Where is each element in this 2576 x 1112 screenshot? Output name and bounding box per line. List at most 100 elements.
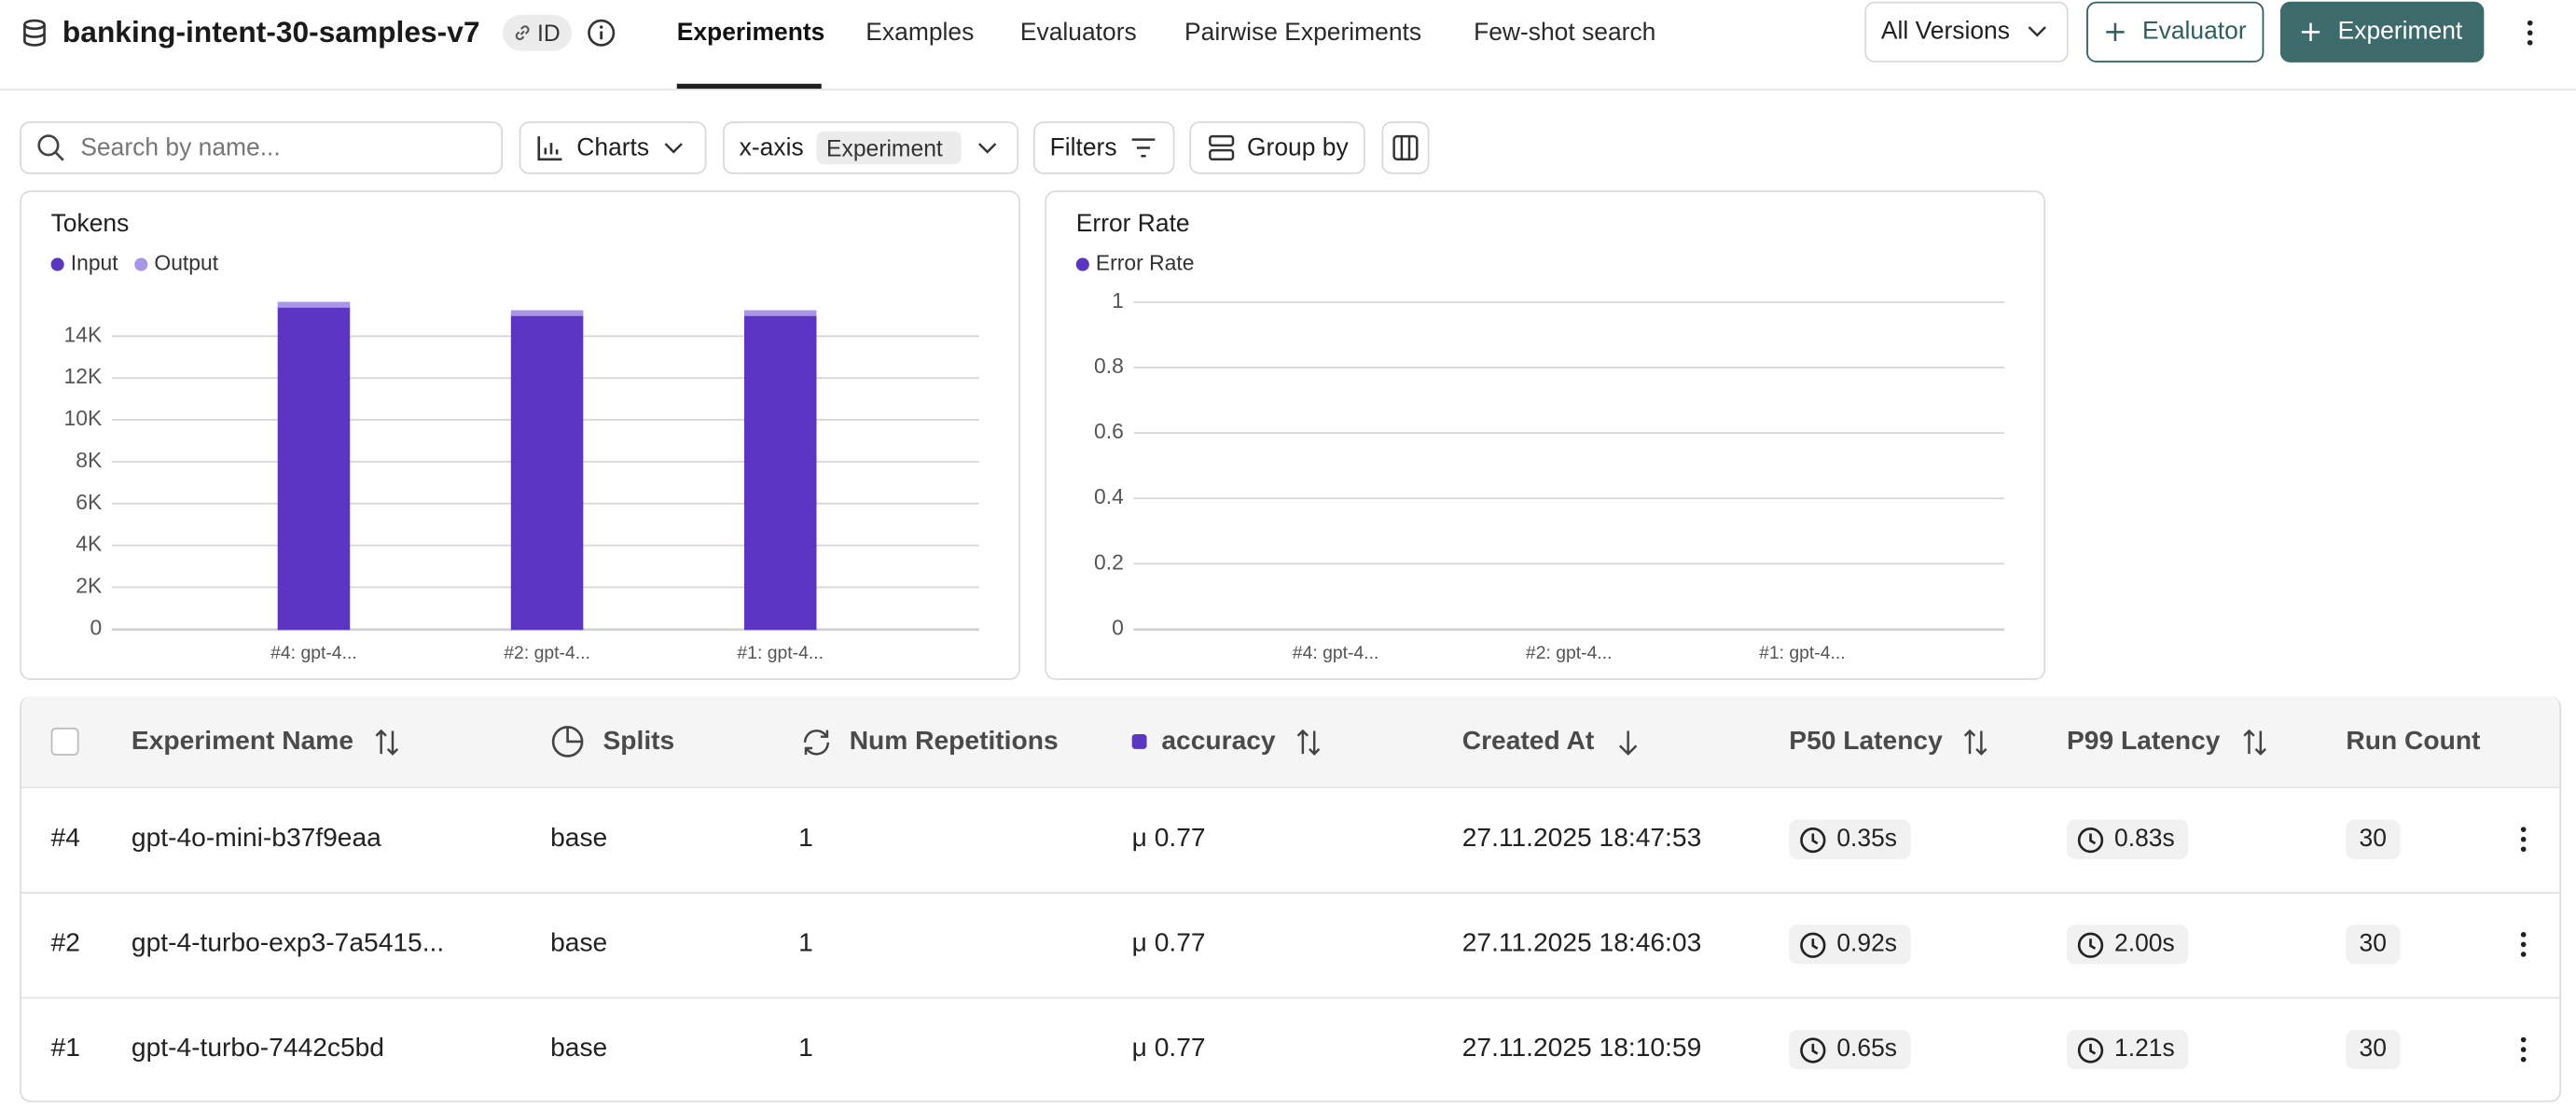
x-axis-value: Experiment <box>826 134 943 161</box>
chevron <box>664 143 683 154</box>
latency-value: 0.65s <box>1836 1035 1898 1063</box>
more-menu[interactable] <box>2524 17 2537 49</box>
cell: base <box>550 1035 608 1063</box>
column-header: Splits <box>602 727 675 756</box>
chart-title: Error Rate <box>1076 209 1190 237</box>
id-badge[interactable] <box>503 14 573 51</box>
column-header[interactable]: P50 Latency <box>1789 727 1943 756</box>
cell: base <box>550 824 608 853</box>
cell: 27.11.2025 18:10:59 <box>1461 1035 1702 1063</box>
chevron <box>2028 26 2046 37</box>
run-count-pill: 30 <box>2346 924 2401 965</box>
x-tick-label: #1: gpt-4... <box>737 643 824 663</box>
sort-icon[interactable] <box>373 728 401 758</box>
select-all-checkbox[interactable] <box>50 727 79 756</box>
latency-pill: 1.21s <box>2066 1029 2188 1070</box>
run-count-pill: 30 <box>2346 1029 2401 1070</box>
run-count-pill: 30 <box>2346 819 2401 859</box>
experiment-name[interactable]: gpt-4-turbo-exp3-7a5415... <box>131 929 445 958</box>
legend-label: Output <box>154 251 218 275</box>
legend-label: Error Rate <box>1096 251 1195 275</box>
sort-icon[interactable] <box>2241 728 2269 758</box>
run-count: 30 <box>2359 1035 2387 1063</box>
sort-icon[interactable] <box>1295 728 1323 758</box>
cell: base <box>550 929 608 958</box>
column-header[interactable]: P99 Latency <box>2066 727 2221 756</box>
plus-icon <box>2106 22 2125 42</box>
x-axis-select[interactable] <box>723 121 1019 174</box>
row-menu[interactable] <box>2517 928 2530 961</box>
filter-icon <box>1131 138 1156 158</box>
info-icon[interactable] <box>587 18 616 48</box>
latency-value: 2.00s <box>2114 929 2175 958</box>
sort-icon[interactable] <box>1961 728 1989 758</box>
x-axis-pill <box>816 131 962 165</box>
version-label: All Versions <box>1880 17 2010 46</box>
experiment-name[interactable]: gpt-4-turbo-7442c5bd <box>131 1035 384 1063</box>
tab[interactable]: Evaluators <box>1019 19 1137 48</box>
clock-icon <box>1800 1036 1826 1063</box>
y-tick-label: 0 <box>90 615 102 639</box>
active-tab-underline <box>676 83 822 90</box>
sort-desc-icon[interactable] <box>1616 728 1640 758</box>
bar <box>277 301 351 308</box>
accuracy-swatch <box>1131 734 1147 749</box>
link-icon <box>515 25 530 41</box>
group-by-button[interactable] <box>1189 121 1365 174</box>
tab[interactable]: Examples <box>866 19 975 48</box>
chart-icon <box>537 136 562 161</box>
clock-icon <box>2077 931 2104 958</box>
column-header[interactable]: Created At <box>1461 727 1595 756</box>
tab[interactable]: Few-shot search <box>1474 19 1656 48</box>
cell: #4 <box>50 824 80 853</box>
cell: μ 0.77 <box>1131 1035 1206 1063</box>
button-label: Experiment <box>2337 17 2463 46</box>
experiment-name[interactable]: gpt-4o-mini-b37f9eaa <box>131 824 381 853</box>
group-by-label: Group by <box>1246 133 1349 162</box>
row-menu[interactable] <box>2517 1033 2530 1065</box>
chevron <box>977 143 997 154</box>
run-count: 30 <box>2359 929 2387 958</box>
y-tick-label: 2K <box>76 574 102 598</box>
pie-icon <box>551 726 584 758</box>
column-header: Run Count <box>2346 727 2481 756</box>
legend-swatch <box>50 257 64 271</box>
x-tick-label: #2: gpt-4... <box>1526 643 1613 663</box>
tab[interactable]: Pairwise Experiments <box>1184 19 1422 48</box>
cell: μ 0.77 <box>1131 824 1206 853</box>
repeat-icon <box>803 730 830 756</box>
y-tick-label: 8K <box>76 448 102 472</box>
search-box[interactable] <box>20 121 504 174</box>
add-evaluator-button[interactable] <box>2086 1 2264 63</box>
database-icon <box>23 19 46 47</box>
columns-button[interactable] <box>1381 121 1430 174</box>
cell: #2 <box>50 929 80 958</box>
chart-title: Tokens <box>51 209 130 237</box>
legend-swatch <box>134 257 148 271</box>
cell: 27.11.2025 18:46:03 <box>1461 929 1702 958</box>
latency-pill: 0.83s <box>2066 819 2188 859</box>
column-header[interactable]: accuracy <box>1161 727 1276 756</box>
cell: #1 <box>50 1035 80 1063</box>
latency-value: 1.21s <box>2114 1035 2175 1063</box>
latency-pill: 2.00s <box>2066 924 2188 965</box>
column-header[interactable]: Experiment Name <box>131 727 354 756</box>
latency-pill: 0.35s <box>1789 819 1911 859</box>
y-tick-label: 0.6 <box>1094 419 1124 443</box>
y-tick-label: 1 <box>1112 288 1124 313</box>
bar <box>510 310 584 316</box>
bar <box>510 314 584 631</box>
tab[interactable]: Experiments <box>676 19 825 48</box>
x-tick-label: #4: gpt-4... <box>270 643 357 663</box>
x-tick-label: #2: gpt-4... <box>504 643 590 663</box>
table-header-bg <box>21 696 2560 787</box>
row-menu[interactable] <box>2517 823 2530 855</box>
y-tick-label: 0.2 <box>1094 549 1124 574</box>
clock-icon <box>2077 827 2104 853</box>
bar <box>743 310 817 316</box>
cell: μ 0.77 <box>1131 929 1206 958</box>
kebab-icon <box>2520 1036 2527 1063</box>
filters-button[interactable] <box>1032 121 1175 174</box>
